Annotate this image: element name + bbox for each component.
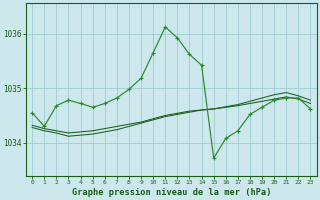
X-axis label: Graphe pression niveau de la mer (hPa): Graphe pression niveau de la mer (hPa) <box>72 188 271 197</box>
